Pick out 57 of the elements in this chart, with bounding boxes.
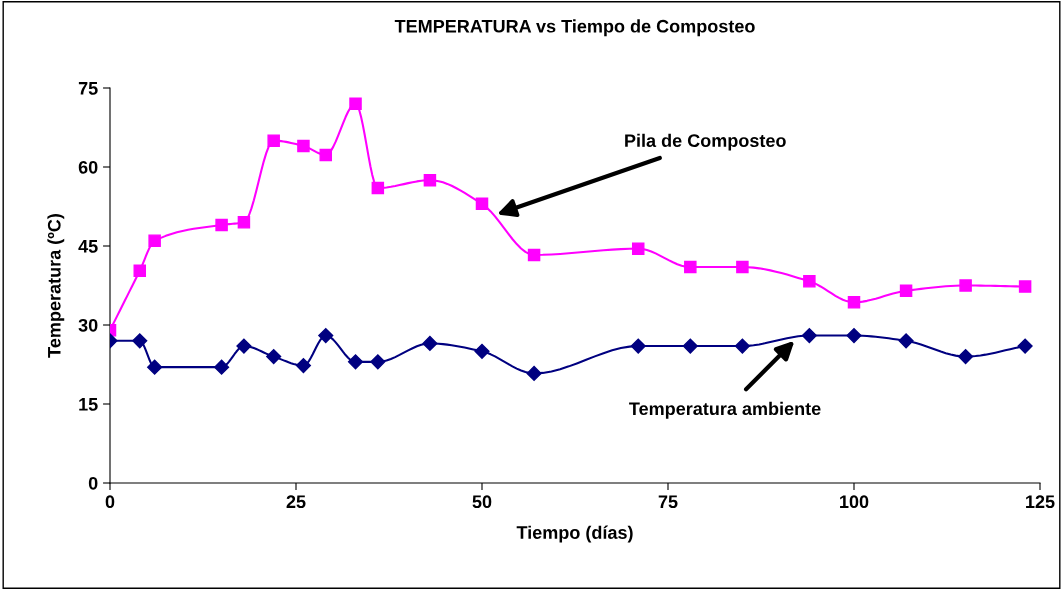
point [734,338,750,354]
point [684,260,697,274]
y-axis-title: Temperatura (ºC) [47,214,65,358]
point [148,234,161,247]
point [133,264,147,278]
point [526,365,542,382]
x-tick-label: 25 [286,495,306,509]
x-tick-label: 50 [472,495,492,509]
point [347,354,364,370]
point [631,242,645,255]
annotation: Temperatura ambiente [629,401,821,419]
point [422,335,438,352]
point [370,354,386,370]
y-tick-label: 75 [78,82,98,95]
point [295,357,312,374]
point [266,349,282,365]
point [423,173,437,187]
point [846,327,862,344]
point [236,338,252,354]
point [899,284,913,298]
point [1017,338,1033,354]
point [319,148,333,162]
y-tick-label: 30 [78,318,98,332]
y-tick-label: 45 [78,240,98,253]
point [630,338,646,354]
point [898,333,914,349]
point [527,248,541,262]
x-tick-label: 75 [658,495,678,509]
point [736,260,749,274]
point [847,296,861,309]
point [958,349,974,365]
chart-title: TEMPERATURA vs Tiempo de Composteo [394,19,755,37]
point [475,197,489,211]
point [267,134,280,147]
point [214,359,230,375]
point [371,181,385,195]
point [474,343,490,359]
point [147,359,163,375]
point [803,275,816,288]
y-tick-label: 15 [79,398,98,411]
point [215,218,228,232]
point [682,338,698,354]
point [318,327,334,344]
point [801,327,817,344]
annotation: Pila de Composteo [625,133,786,151]
point [132,333,148,349]
point [349,97,362,111]
point [959,279,972,292]
y-tick-label: 60 [78,160,98,174]
x-tick-label: 0 [105,495,115,509]
y-tick-label: 0 [88,476,98,490]
point [237,216,251,229]
point [1018,280,1032,293]
x-tick-label: 100 [840,495,869,509]
point [297,139,310,153]
x-tick-label: 125 [1026,495,1055,509]
x-axis-title: Tiempo (días) [516,525,633,543]
